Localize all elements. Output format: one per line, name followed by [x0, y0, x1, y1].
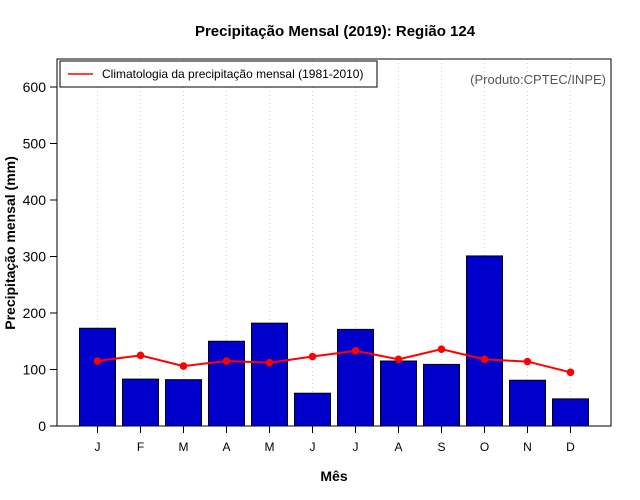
climatology-point-3: [179, 362, 188, 370]
legend-box: [59, 60, 378, 88]
chart-title: Precipitação Mensal (2019): Região 124: [195, 23, 476, 40]
bar-12: [552, 398, 589, 427]
x-tick-label-7: J: [353, 440, 359, 454]
x-tick-label-3: M: [179, 440, 189, 454]
bar-9: [423, 363, 460, 427]
bar-1: [79, 327, 116, 427]
x-tick-label-4: A: [222, 440, 230, 454]
x-tick-label-2: F: [137, 440, 144, 454]
climatology-point-7: [351, 347, 360, 355]
bar-8: [380, 360, 417, 427]
bar-4: [208, 340, 245, 427]
bar-6: [294, 392, 331, 427]
climatology-point-10: [480, 355, 489, 364]
bar-5: [251, 322, 288, 427]
climatology-point-11: [523, 357, 532, 366]
bar-7: [337, 328, 374, 427]
y-tick-label-500: 500: [23, 136, 47, 152]
x-tick-label-9: S: [437, 440, 445, 454]
y-tick-label-0: 0: [38, 418, 46, 434]
y-tick-label-300: 300: [23, 249, 47, 265]
y-tick-label-100: 100: [23, 362, 47, 378]
y-axis-label: Precipitação mensal (mm): [2, 156, 18, 330]
x-tick-label-11: N: [523, 440, 532, 454]
x-tick-label-6: J: [310, 440, 316, 454]
bar-2: [122, 378, 159, 427]
x-tick-label-5: M: [265, 440, 275, 454]
bar-10: [466, 255, 503, 427]
credit-text: (Produto:CPTEC/INPE): [470, 72, 606, 87]
bar-11: [509, 379, 546, 427]
y-axis: 0 100 200 300 400 500 600: [23, 79, 57, 434]
y-tick-label-400: 400: [23, 192, 47, 208]
bar-3: [165, 379, 202, 427]
climatology-point-6: [308, 352, 317, 361]
climatology-point-12: [566, 368, 575, 377]
climatology-point-1: [93, 357, 102, 365]
x-tick-label-8: A: [394, 440, 402, 454]
x-tick-label-12: D: [566, 440, 575, 454]
y-tick-label-200: 200: [23, 305, 47, 321]
climatology-point-8: [394, 355, 403, 364]
legend-label: Climatologia da precipitação mensal (198…: [102, 67, 363, 81]
climatology-polyline: [97, 348, 571, 374]
y-tick-label-600: 600: [23, 79, 47, 95]
bars: [79, 255, 589, 427]
plot-frame: [56, 58, 612, 427]
climatology-point-9: [437, 345, 446, 353]
climatology-point-5: [265, 358, 274, 367]
x-tick-label-10: O: [480, 440, 489, 454]
x-axis-label: Mês: [320, 468, 347, 484]
climatology-line: [93, 345, 575, 377]
climatology-point-2: [136, 351, 145, 360]
legend: Climatologia da precipitação mensal (198…: [59, 60, 378, 88]
climatology-point-4: [222, 357, 231, 365]
x-tick-label-1: J: [95, 440, 101, 454]
